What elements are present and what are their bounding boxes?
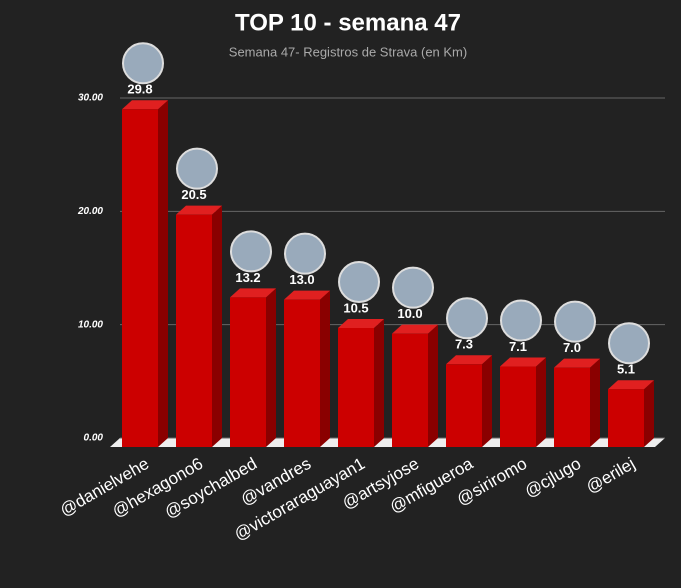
bar-side bbox=[374, 319, 384, 447]
avatar bbox=[608, 322, 650, 365]
avatar bbox=[284, 232, 326, 275]
bar-top bbox=[230, 288, 276, 298]
bar-side bbox=[266, 288, 276, 447]
value-label: 20.5 bbox=[181, 187, 206, 202]
bar-side bbox=[158, 100, 168, 448]
bar-top bbox=[176, 205, 222, 215]
bar bbox=[122, 109, 158, 448]
bar-top bbox=[338, 319, 384, 328]
value-label: 29.8 bbox=[127, 82, 152, 97]
bar-side bbox=[428, 324, 438, 447]
bar-top bbox=[554, 358, 600, 368]
value-label: 13.0 bbox=[289, 272, 314, 287]
avatar bbox=[176, 147, 218, 190]
bar-side bbox=[320, 290, 330, 447]
bar-top bbox=[608, 380, 654, 390]
chart-title: TOP 10 - semana 47 bbox=[235, 9, 461, 36]
value-label: 7.0 bbox=[563, 340, 581, 355]
bar bbox=[176, 214, 212, 447]
bar bbox=[284, 299, 320, 447]
avatar bbox=[500, 299, 542, 342]
bar bbox=[500, 366, 536, 447]
value-label: 10.0 bbox=[397, 306, 422, 321]
bar bbox=[446, 364, 482, 447]
avatar bbox=[446, 297, 488, 340]
bar bbox=[608, 389, 644, 447]
value-label: 7.3 bbox=[455, 337, 473, 352]
avatar bbox=[338, 261, 380, 303]
y-tick-label: 0.00 bbox=[84, 433, 104, 444]
bar bbox=[338, 328, 374, 447]
value-label: 13.2 bbox=[235, 270, 260, 285]
value-label: 5.1 bbox=[617, 362, 635, 377]
bar-side bbox=[590, 358, 600, 447]
y-tick-label: 10.00 bbox=[78, 319, 103, 330]
bar bbox=[554, 367, 590, 447]
bar-top bbox=[392, 324, 438, 334]
bar-top bbox=[446, 355, 492, 365]
bar-top bbox=[122, 100, 168, 110]
bar bbox=[230, 297, 266, 447]
bar-top bbox=[284, 290, 330, 300]
bar-side bbox=[644, 380, 654, 447]
bar-top bbox=[500, 357, 546, 367]
value-label: 10.5 bbox=[343, 300, 368, 315]
bar-side bbox=[482, 355, 492, 447]
value-label: 7.1 bbox=[509, 339, 527, 354]
y-tick-label: 30.00 bbox=[78, 93, 103, 104]
chart-subtitle: Semana 47- Registros de Strava (en Km) bbox=[229, 44, 467, 59]
y-tick-label: 20.00 bbox=[77, 206, 103, 217]
avatar bbox=[554, 300, 596, 343]
bar bbox=[392, 333, 428, 447]
bar-side bbox=[212, 205, 222, 447]
avatar bbox=[122, 42, 164, 85]
bar-side bbox=[536, 357, 546, 447]
avatar bbox=[230, 230, 272, 273]
avatar bbox=[392, 266, 434, 309]
